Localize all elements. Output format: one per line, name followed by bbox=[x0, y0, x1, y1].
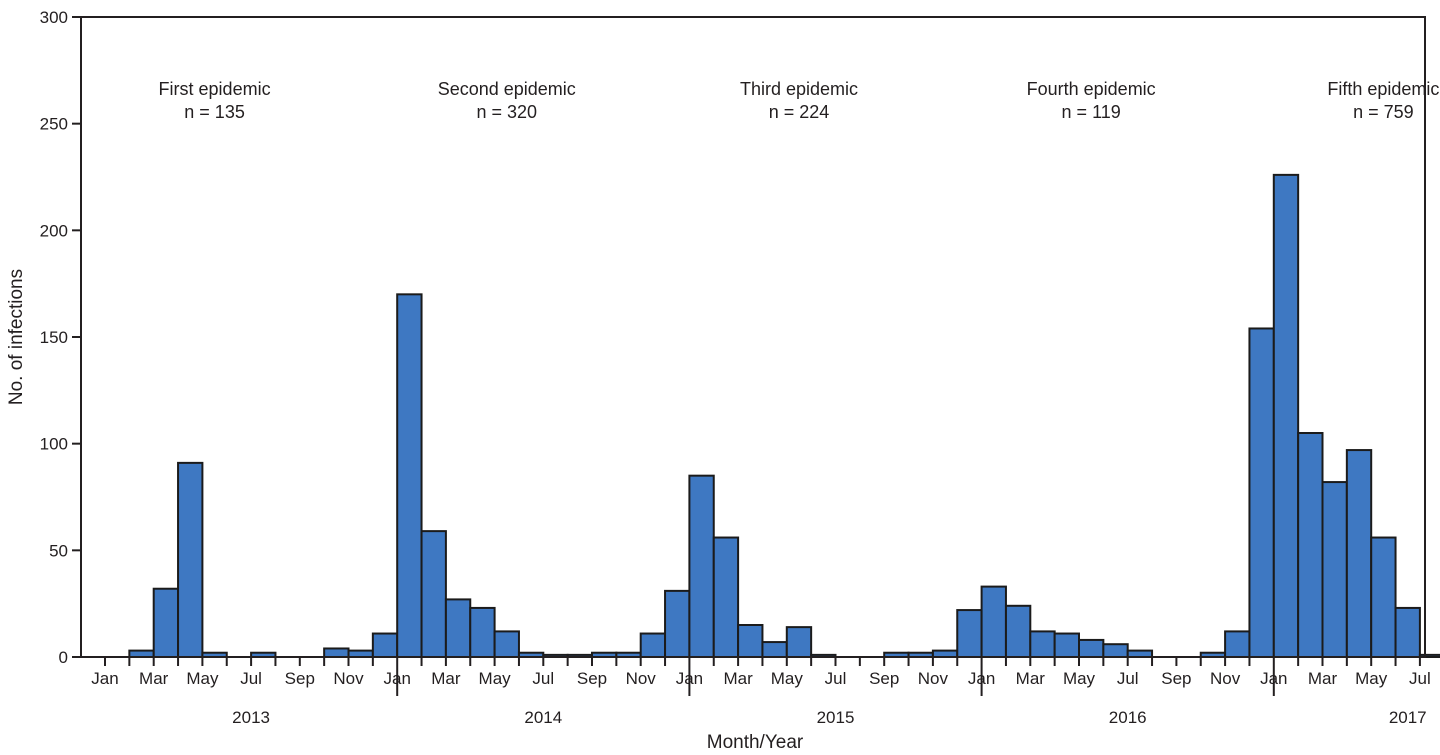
bar bbox=[1394, 606, 1421, 658]
bar bbox=[737, 624, 764, 658]
y-tick-label: 250 bbox=[40, 115, 68, 134]
month-label: Mar bbox=[723, 669, 753, 688]
bar bbox=[712, 536, 740, 659]
y-tick-label: 100 bbox=[40, 435, 68, 454]
epidemic-count: n = 224 bbox=[769, 102, 830, 122]
bar bbox=[664, 589, 691, 658]
month-label: Sep bbox=[1161, 669, 1191, 688]
epidemic-annotations: First epidemic n = 135 Second epidemic n = … bbox=[159, 79, 1440, 122]
month-label: Mar bbox=[1016, 669, 1046, 688]
bar bbox=[785, 626, 813, 659]
epidemic-count: n = 320 bbox=[476, 102, 537, 122]
epidemic-title: Second epidemic bbox=[438, 79, 576, 99]
epidemic-count: n = 759 bbox=[1353, 102, 1414, 122]
bar bbox=[469, 606, 496, 658]
y-tick-label: 0 bbox=[59, 648, 68, 667]
epidemic-title: Third epidemic bbox=[740, 79, 858, 99]
month-label: May bbox=[186, 669, 219, 688]
y-tick-label: 200 bbox=[40, 221, 68, 240]
plot-frame bbox=[80, 16, 1426, 658]
month-label: May bbox=[1355, 669, 1388, 688]
bar bbox=[1053, 632, 1081, 659]
bar bbox=[371, 632, 399, 659]
bar bbox=[1272, 173, 1300, 658]
bar bbox=[1345, 449, 1373, 658]
epidemic-title: Fourth epidemic bbox=[1027, 79, 1156, 99]
bar bbox=[396, 293, 423, 658]
month-label: Nov bbox=[333, 669, 364, 688]
year-label: 2016 bbox=[1109, 708, 1147, 727]
bar bbox=[1102, 643, 1129, 659]
month-label: Jul bbox=[1117, 669, 1139, 688]
month-label: Jan bbox=[383, 669, 410, 688]
bar bbox=[1078, 638, 1105, 658]
month-label: May bbox=[1063, 669, 1096, 688]
bar bbox=[688, 474, 715, 659]
y-axis-title: No. of infections bbox=[6, 269, 27, 405]
month-label: Jan bbox=[676, 669, 703, 688]
epidemic-title: First epidemic bbox=[159, 79, 271, 99]
bar bbox=[1029, 630, 1056, 659]
bar bbox=[444, 598, 472, 659]
month-label: May bbox=[479, 669, 512, 688]
month-label: Jan bbox=[968, 669, 995, 688]
year-label: 2017 bbox=[1389, 708, 1427, 727]
month-label: May bbox=[771, 669, 804, 688]
bar bbox=[152, 587, 180, 658]
bar bbox=[639, 632, 667, 659]
month-label: Jul bbox=[1409, 669, 1431, 688]
bar bbox=[980, 585, 1007, 658]
month-label: Jul bbox=[532, 669, 554, 688]
y-axis: 0 50 100 150 200 250 300 bbox=[40, 8, 81, 667]
month-label: Sep bbox=[577, 669, 607, 688]
month-label: Nov bbox=[1210, 669, 1241, 688]
bars bbox=[128, 173, 1440, 659]
bar bbox=[1224, 630, 1251, 659]
year-label: 2015 bbox=[817, 708, 855, 727]
bar bbox=[177, 461, 204, 658]
month-label: Jul bbox=[240, 669, 262, 688]
month-label: Sep bbox=[869, 669, 899, 688]
bar bbox=[493, 630, 520, 659]
bar bbox=[761, 641, 788, 659]
year-label: 2014 bbox=[524, 708, 562, 727]
month-label: Jan bbox=[1260, 669, 1287, 688]
month-label: Mar bbox=[139, 669, 169, 688]
bar bbox=[1004, 604, 1032, 658]
bar bbox=[956, 609, 983, 659]
month-label: Jan bbox=[91, 669, 118, 688]
bar bbox=[1370, 536, 1397, 659]
month-label: Nov bbox=[918, 669, 949, 688]
bar bbox=[1297, 432, 1324, 658]
x-axis-title: Month/Year bbox=[707, 732, 804, 753]
epidemic-count: n = 135 bbox=[184, 102, 245, 122]
bar bbox=[1418, 653, 1440, 658]
bar bbox=[323, 647, 350, 658]
month-label: Nov bbox=[626, 669, 657, 688]
month-label: Mar bbox=[1308, 669, 1338, 688]
bar bbox=[1321, 481, 1348, 658]
bar bbox=[1248, 327, 1275, 658]
y-tick-label: 50 bbox=[49, 541, 68, 560]
epidemic-count: n = 119 bbox=[1062, 102, 1121, 122]
y-tick-label: 300 bbox=[40, 8, 68, 27]
month-label: Mar bbox=[431, 669, 461, 688]
x-axis: Jan Mar May Jul Sep Nov Jan Mar May Jul Sep Nov Jan M… bbox=[91, 657, 1431, 727]
month-label: Sep bbox=[285, 669, 315, 688]
year-label: 2013 bbox=[232, 708, 270, 727]
bar bbox=[420, 530, 447, 659]
y-tick-label: 150 bbox=[40, 328, 68, 347]
month-label: Jul bbox=[825, 669, 847, 688]
epidemic-title: Fifth epidemic bbox=[1327, 79, 1439, 99]
